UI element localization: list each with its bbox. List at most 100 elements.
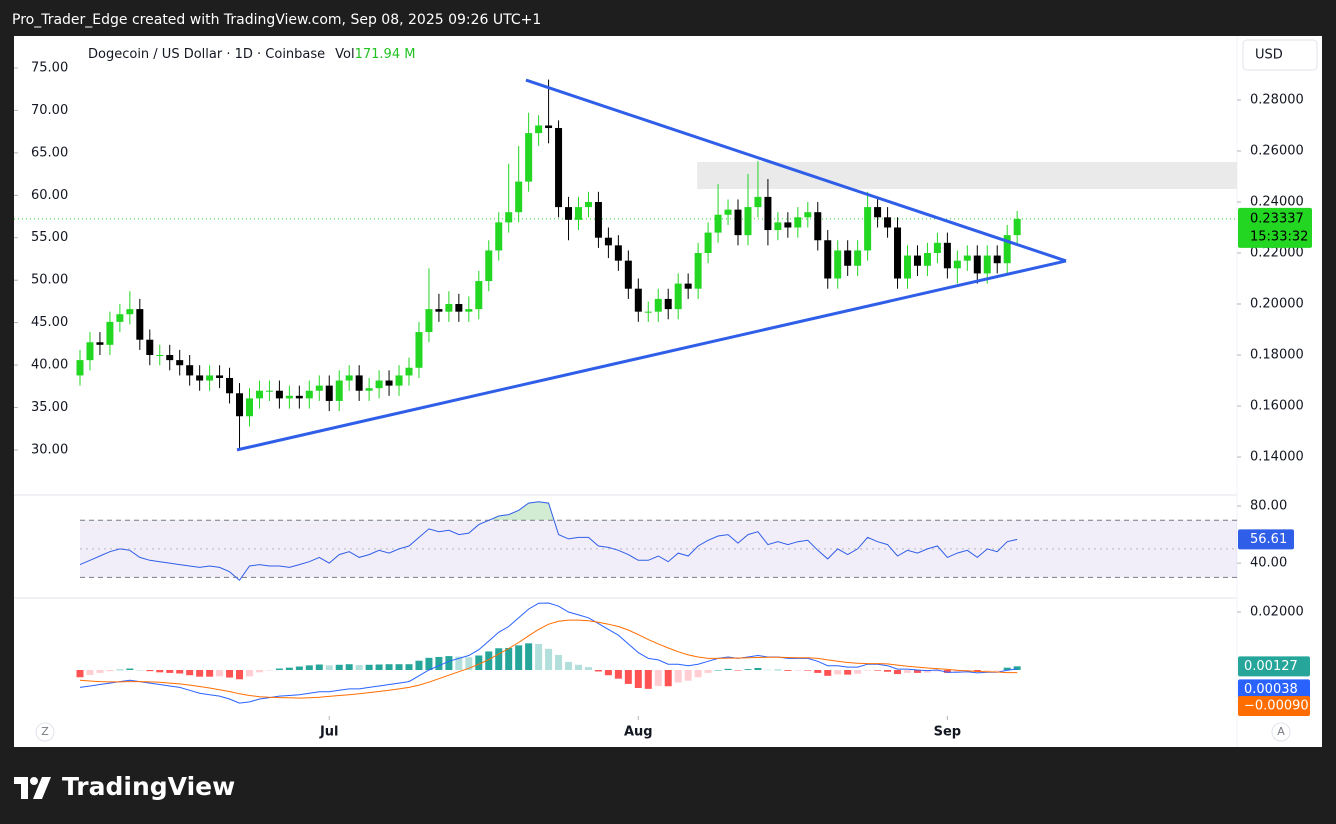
candle-body [96, 342, 104, 345]
macd-last-label: 0.00127 [1244, 659, 1298, 674]
macd-hist-bar [106, 670, 114, 672]
macd-hist-bar [365, 664, 373, 671]
macd-hist-bar [76, 670, 84, 678]
candle-body [674, 283, 682, 310]
macd-hist-bar [126, 668, 134, 671]
candle-body [654, 298, 662, 312]
macd-hist-bar [146, 670, 154, 672]
brand-logo [14, 777, 51, 799]
macd-hist-bar [285, 667, 293, 671]
rsi-tick-label: 40.00 [1250, 556, 1287, 571]
macd-hist-bar [784, 670, 792, 671]
macd-hist-bar [245, 670, 253, 677]
candle-body [864, 207, 872, 251]
logo-mark [33, 777, 51, 799]
candle-body [156, 355, 164, 357]
macd-hist-bar [764, 669, 772, 671]
y2-tick-label: 50.00 [31, 273, 68, 288]
macd-hist-bar [166, 670, 174, 673]
candle-body [106, 321, 114, 345]
y-tick-label: 0.24000 [1250, 194, 1304, 209]
candle-body [555, 128, 563, 208]
candle-body [355, 375, 363, 391]
y-tick-label: 0.22000 [1250, 246, 1304, 261]
macd-hist-bar [475, 655, 483, 671]
legend-vol-label: Vol [335, 47, 354, 62]
candle-body [176, 360, 184, 366]
candle-body [794, 217, 802, 228]
macd-hist-bar [325, 665, 333, 671]
macd-hist-bar [555, 654, 563, 671]
candle-body [206, 375, 214, 381]
macd-hist-bar [644, 670, 652, 689]
candle-body [565, 207, 573, 220]
macd-hist-bar [345, 664, 353, 671]
chart-panel [14, 36, 1322, 747]
candle-body [973, 255, 981, 274]
macd-hist-bar [864, 670, 872, 671]
macd-hist-bar [754, 667, 762, 671]
y2-tick-label: 30.00 [31, 442, 68, 457]
auto-scale-button-label[interactable]: A [1277, 725, 1285, 738]
y2-tick-label: 35.00 [31, 400, 68, 415]
macd-hist-bar [993, 670, 1001, 671]
candle-body [535, 125, 543, 134]
macd-hist-bar [315, 664, 323, 671]
macd-hist-bar [335, 664, 343, 671]
candle-body [226, 377, 234, 394]
macd-hist-bar [255, 670, 263, 673]
candle-body [525, 133, 533, 182]
macd-hist-bar [594, 670, 602, 672]
macd-hist-bar [704, 670, 712, 673]
macd-hist-bar [774, 669, 782, 671]
candle-body [545, 125, 553, 129]
macd-hist-bar [744, 669, 752, 671]
macd-hist-bar [136, 670, 144, 671]
y-tick-label: 0.26000 [1250, 143, 1304, 158]
currency[interactable]: USD [1255, 48, 1283, 63]
macd-hist-bar [545, 648, 553, 671]
macd-hist-bar [634, 670, 642, 688]
macd-hist-bar [1003, 667, 1011, 671]
candle-body [923, 253, 931, 266]
macd-hist-bar [206, 670, 214, 677]
candle-body [594, 201, 602, 238]
macd-hist-bar [216, 670, 224, 677]
macd-hist-bar [724, 668, 732, 671]
candle-body [415, 332, 423, 368]
candle-body [814, 212, 822, 241]
legend: Dogecoin / US Dollar · 1D · Coinbase Vol1… [88, 47, 415, 62]
macd-hist-bar [405, 664, 413, 671]
auto-scale-button[interactable] [1271, 722, 1291, 742]
macd-hist-bar [933, 670, 941, 672]
macd-line [79, 602, 1018, 704]
macd-hist-bar [794, 670, 802, 671]
candle-body [754, 196, 762, 208]
candle-body [455, 304, 463, 312]
candle-body [684, 283, 692, 289]
candle-body [485, 250, 493, 282]
y2-tick-label: 55.00 [31, 230, 68, 245]
macd-hist-bar [584, 667, 592, 671]
candle-body [854, 250, 862, 266]
macd-hist-bar [265, 670, 273, 671]
macd-hist-bar [734, 670, 742, 671]
macd-hist-bar [275, 668, 283, 671]
zoom-button[interactable] [35, 722, 55, 742]
macd-hist-bar [465, 657, 473, 671]
candle-body [405, 367, 413, 376]
macd-hist-bar [913, 670, 921, 673]
candle-body [704, 232, 712, 254]
macd-hist-bar [943, 670, 951, 673]
candle-body [365, 388, 373, 391]
macd-hist-bar [86, 670, 94, 675]
candle-body [515, 181, 523, 213]
candle-body [425, 309, 433, 333]
candle-body [714, 214, 722, 233]
zoom-button-label[interactable]: Z [41, 725, 49, 738]
currency-button[interactable] [1242, 39, 1318, 71]
candle-body [774, 222, 782, 231]
macd-hist-bar [824, 670, 832, 676]
